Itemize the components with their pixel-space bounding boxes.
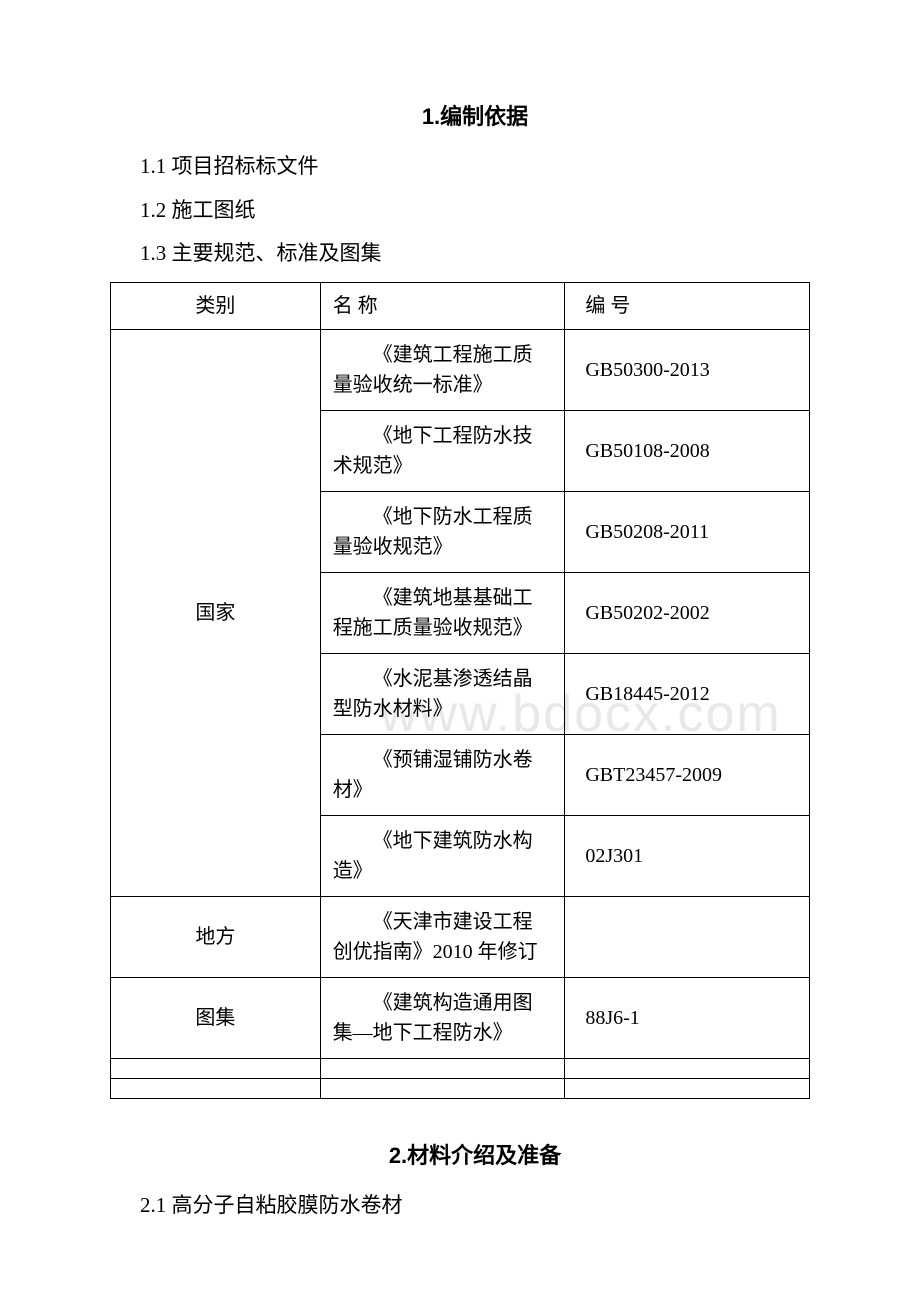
empty-cell (565, 1078, 810, 1098)
section-1-item-1: 1.1 项目招标标文件 (140, 151, 810, 183)
cell-code (565, 896, 810, 977)
cell-name: 《天津市建设工程创优指南》2010 年修订 (320, 896, 565, 977)
cell-name: 《建筑工程施工质量验收统一标准》 (320, 329, 565, 410)
cell-name: 《预铺湿铺防水卷材》 (320, 734, 565, 815)
cell-name: 《水泥基渗透结晶型防水材料》 (320, 653, 565, 734)
cell-code: GB18445-2012 (565, 653, 810, 734)
cell-name: 《地下建筑防水构造》 (320, 815, 565, 896)
empty-cell (111, 1058, 321, 1078)
header-code: 编 号 (565, 282, 810, 329)
cell-code: GB50108-2008 (565, 410, 810, 491)
section-2-item-1: 2.1 高分子自粘胶膜防水卷材 (140, 1190, 810, 1222)
table-empty-row (111, 1058, 810, 1078)
section-1-title: 1.编制依据 (140, 100, 810, 133)
cell-name: 《建筑构造通用图集—地下工程防水》 (320, 977, 565, 1058)
section-1-item-3: 1.3 主要规范、标准及图集 (140, 238, 810, 270)
table-row: 地方 《天津市建设工程创优指南》2010 年修订 (111, 896, 810, 977)
cell-name: 《建筑地基基础工程施工质量验收规范》 (320, 572, 565, 653)
cell-code: GB50300-2013 (565, 329, 810, 410)
cell-code: 02J301 (565, 815, 810, 896)
section-2-title: 2.材料介绍及准备 (140, 1139, 810, 1172)
header-name: 名 称 (320, 282, 565, 329)
table-empty-row (111, 1078, 810, 1098)
table-header-row: 类别 名 称 编 号 (111, 282, 810, 329)
table-row: 国家 《建筑工程施工质量验收统一标准》 GB50300-2013 (111, 329, 810, 410)
section-1-item-2: 1.2 施工图纸 (140, 195, 810, 227)
table-body: 国家 《建筑工程施工质量验收统一标准》 GB50300-2013 《地下工程防水… (111, 329, 810, 1098)
cell-code: GB50202-2002 (565, 572, 810, 653)
table-row: 图集 《建筑构造通用图集—地下工程防水》 88J6-1 (111, 977, 810, 1058)
cell-name: 《地下工程防水技术规范》 (320, 410, 565, 491)
empty-cell (565, 1058, 810, 1078)
empty-cell (111, 1078, 321, 1098)
cell-category: 地方 (111, 896, 321, 977)
cell-category: 图集 (111, 977, 321, 1058)
empty-cell (320, 1078, 565, 1098)
standards-table: 类别 名 称 编 号 国家 《建筑工程施工质量验收统一标准》 GB50300-2… (110, 282, 810, 1099)
header-category: 类别 (111, 282, 321, 329)
page-content: www.bdocx.com 1.编制依据 1.1 项目招标标文件 1.2 施工图… (140, 100, 810, 1221)
cell-code: GBT23457-2009 (565, 734, 810, 815)
empty-cell (320, 1058, 565, 1078)
cell-code: GB50208-2011 (565, 491, 810, 572)
cell-name: 《地下防水工程质量验收规范》 (320, 491, 565, 572)
cell-code: 88J6-1 (565, 977, 810, 1058)
cell-category: 国家 (111, 329, 321, 896)
